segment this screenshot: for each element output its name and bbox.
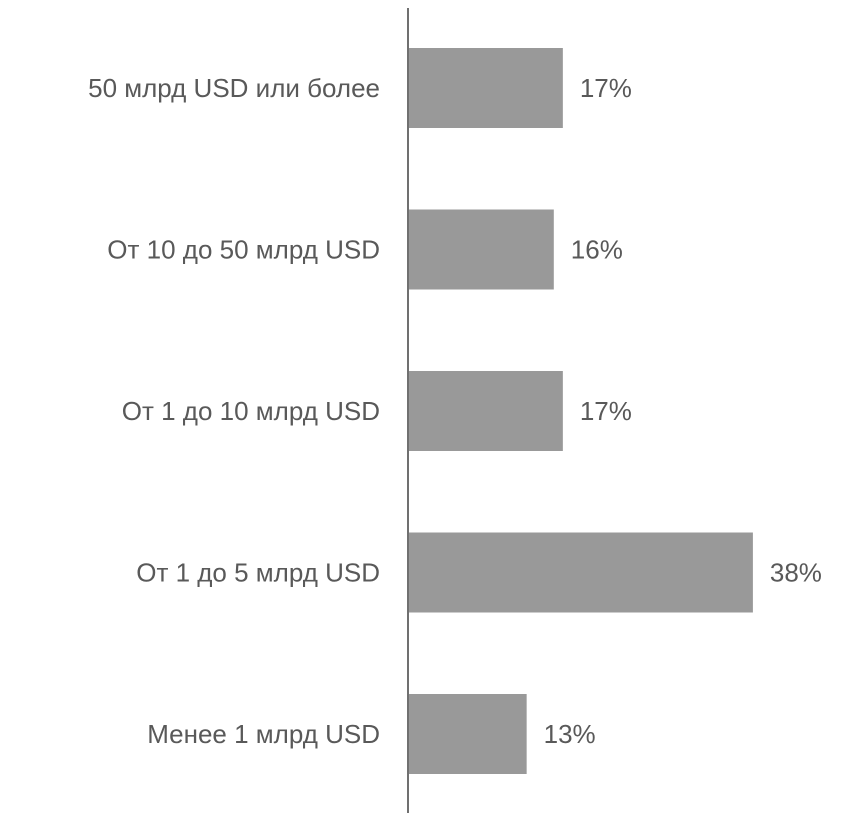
bar: [409, 48, 563, 128]
category-label: От 1 до 5 млрд USD: [136, 557, 380, 587]
value-label: 17%: [580, 396, 632, 426]
bar: [409, 532, 753, 613]
category-label: От 1 до 10 млрд USD: [122, 396, 380, 426]
category-label: Менее 1 млрд USD: [147, 719, 380, 749]
bar: [409, 209, 554, 290]
bar: [409, 694, 527, 774]
value-label: 17%: [580, 73, 632, 103]
category-label: 50 млрд USD или более: [88, 73, 380, 103]
value-label: 16%: [571, 234, 623, 264]
value-label: 38%: [770, 557, 822, 587]
category-label: От 10 до 50 млрд USD: [107, 234, 380, 264]
bar: [409, 371, 563, 451]
value-label: 13%: [544, 719, 596, 749]
